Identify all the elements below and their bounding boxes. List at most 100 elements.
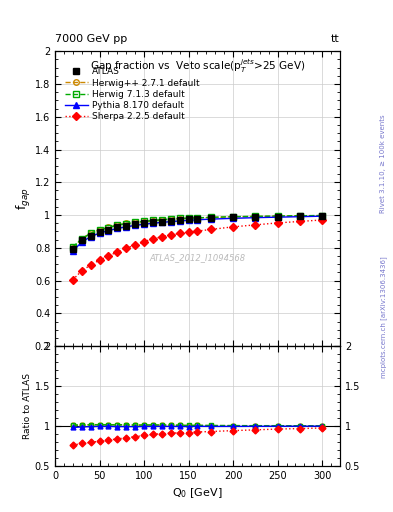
ATLAS xyxy=(133,221,138,227)
Sherpa 2.2.5 default xyxy=(151,236,155,242)
Herwig++ 2.7.1 default xyxy=(79,236,84,242)
Herwig 7.1.3 default xyxy=(115,222,120,228)
Sherpa 2.2.5 default xyxy=(253,222,258,228)
ATLAS xyxy=(195,216,200,222)
Herwig++ 2.7.1 default xyxy=(88,230,93,236)
Sherpa 2.2.5 default xyxy=(79,268,84,274)
ATLAS xyxy=(106,227,111,233)
Herwig++ 2.7.1 default xyxy=(160,217,164,223)
ATLAS xyxy=(208,215,213,221)
Pythia 8.170 default xyxy=(97,230,102,236)
ATLAS xyxy=(169,218,173,224)
Pythia 8.170 default xyxy=(231,215,235,221)
Herwig 7.1.3 default xyxy=(97,227,102,233)
Pythia 8.170 default xyxy=(88,233,93,240)
Herwig++ 2.7.1 default xyxy=(142,219,147,225)
Sherpa 2.2.5 default xyxy=(275,220,280,226)
Pythia 8.170 default xyxy=(124,224,129,230)
Herwig++ 2.7.1 default xyxy=(231,214,235,220)
Pythia 8.170 default xyxy=(186,217,191,223)
Sherpa 2.2.5 default xyxy=(160,233,164,240)
Text: Rivet 3.1.10, ≥ 100k events: Rivet 3.1.10, ≥ 100k events xyxy=(380,115,386,213)
Pythia 8.170 default xyxy=(115,225,120,231)
Pythia 8.170 default xyxy=(151,220,155,226)
Herwig++ 2.7.1 default xyxy=(97,227,102,233)
Sherpa 2.2.5 default xyxy=(70,276,75,283)
Herwig++ 2.7.1 default xyxy=(133,219,138,225)
Herwig 7.1.3 default xyxy=(177,216,182,222)
Sherpa 2.2.5 default xyxy=(208,226,213,232)
Line: Sherpa 2.2.5 default: Sherpa 2.2.5 default xyxy=(70,217,325,283)
Line: ATLAS: ATLAS xyxy=(70,213,325,251)
Herwig++ 2.7.1 default xyxy=(106,224,111,230)
Line: Herwig 7.1.3 default: Herwig 7.1.3 default xyxy=(70,213,325,250)
Herwig 7.1.3 default xyxy=(231,214,235,220)
Pythia 8.170 default xyxy=(133,222,138,228)
Sherpa 2.2.5 default xyxy=(186,229,191,236)
Herwig++ 2.7.1 default xyxy=(298,213,302,219)
Herwig 7.1.3 default xyxy=(160,217,164,223)
ATLAS xyxy=(160,219,164,225)
ATLAS xyxy=(186,216,191,222)
Herwig 7.1.3 default xyxy=(169,216,173,222)
Sherpa 2.2.5 default xyxy=(177,230,182,237)
ATLAS xyxy=(151,219,155,225)
Herwig 7.1.3 default xyxy=(275,213,280,219)
ATLAS xyxy=(298,213,302,219)
X-axis label: Q$_0$ [GeV]: Q$_0$ [GeV] xyxy=(172,486,223,500)
Sherpa 2.2.5 default xyxy=(124,245,129,251)
Text: tt: tt xyxy=(331,33,340,44)
Line: Pythia 8.170 default: Pythia 8.170 default xyxy=(70,214,325,254)
Sherpa 2.2.5 default xyxy=(142,239,147,245)
Herwig++ 2.7.1 default xyxy=(151,218,155,224)
Text: 7000 GeV pp: 7000 GeV pp xyxy=(55,33,127,44)
Pythia 8.170 default xyxy=(195,217,200,223)
Herwig++ 2.7.1 default xyxy=(208,215,213,221)
Pythia 8.170 default xyxy=(142,221,147,227)
Pythia 8.170 default xyxy=(320,213,325,219)
Y-axis label: f$_{gap}$: f$_{gap}$ xyxy=(15,187,33,210)
Herwig 7.1.3 default xyxy=(79,236,84,242)
Pythia 8.170 default xyxy=(208,216,213,222)
ATLAS xyxy=(142,220,147,226)
ATLAS xyxy=(70,246,75,252)
Herwig++ 2.7.1 default xyxy=(70,245,75,251)
Sherpa 2.2.5 default xyxy=(133,242,138,248)
Sherpa 2.2.5 default xyxy=(115,249,120,255)
Herwig++ 2.7.1 default xyxy=(195,215,200,221)
Text: Gap fraction vs  Veto scale(p$_T^{jets}$>25 GeV): Gap fraction vs Veto scale(p$_T^{jets}$>… xyxy=(90,57,305,75)
Pythia 8.170 default xyxy=(275,214,280,220)
Pythia 8.170 default xyxy=(70,248,75,254)
Pythia 8.170 default xyxy=(79,239,84,245)
ATLAS xyxy=(88,232,93,239)
Herwig 7.1.3 default xyxy=(124,221,129,227)
Herwig++ 2.7.1 default xyxy=(115,222,120,228)
ATLAS xyxy=(231,215,235,221)
ATLAS xyxy=(115,224,120,230)
Herwig++ 2.7.1 default xyxy=(169,216,173,222)
Text: mcplots.cern.ch [arXiv:1306.3436]: mcplots.cern.ch [arXiv:1306.3436] xyxy=(380,257,387,378)
Pythia 8.170 default xyxy=(106,227,111,233)
Pythia 8.170 default xyxy=(298,214,302,220)
Pythia 8.170 default xyxy=(253,215,258,221)
Sherpa 2.2.5 default xyxy=(298,218,302,224)
Sherpa 2.2.5 default xyxy=(195,228,200,234)
Herwig 7.1.3 default xyxy=(70,244,75,250)
Herwig 7.1.3 default xyxy=(195,215,200,221)
ATLAS xyxy=(275,214,280,220)
Herwig++ 2.7.1 default xyxy=(177,216,182,222)
ATLAS xyxy=(253,214,258,220)
Herwig++ 2.7.1 default xyxy=(253,214,258,220)
Sherpa 2.2.5 default xyxy=(97,257,102,263)
ATLAS xyxy=(79,238,84,244)
Legend: ATLAS, Herwig++ 2.7.1 default, Herwig 7.1.3 default, Pythia 8.170 default, Sherp: ATLAS, Herwig++ 2.7.1 default, Herwig 7.… xyxy=(62,65,202,124)
Herwig++ 2.7.1 default xyxy=(275,213,280,219)
ATLAS xyxy=(320,213,325,219)
Herwig 7.1.3 default xyxy=(208,214,213,220)
Herwig 7.1.3 default xyxy=(298,212,302,219)
Herwig 7.1.3 default xyxy=(133,219,138,225)
Herwig 7.1.3 default xyxy=(142,218,147,224)
Y-axis label: Ratio to ATLAS: Ratio to ATLAS xyxy=(23,373,32,439)
ATLAS xyxy=(177,217,182,223)
Herwig 7.1.3 default xyxy=(320,212,325,219)
